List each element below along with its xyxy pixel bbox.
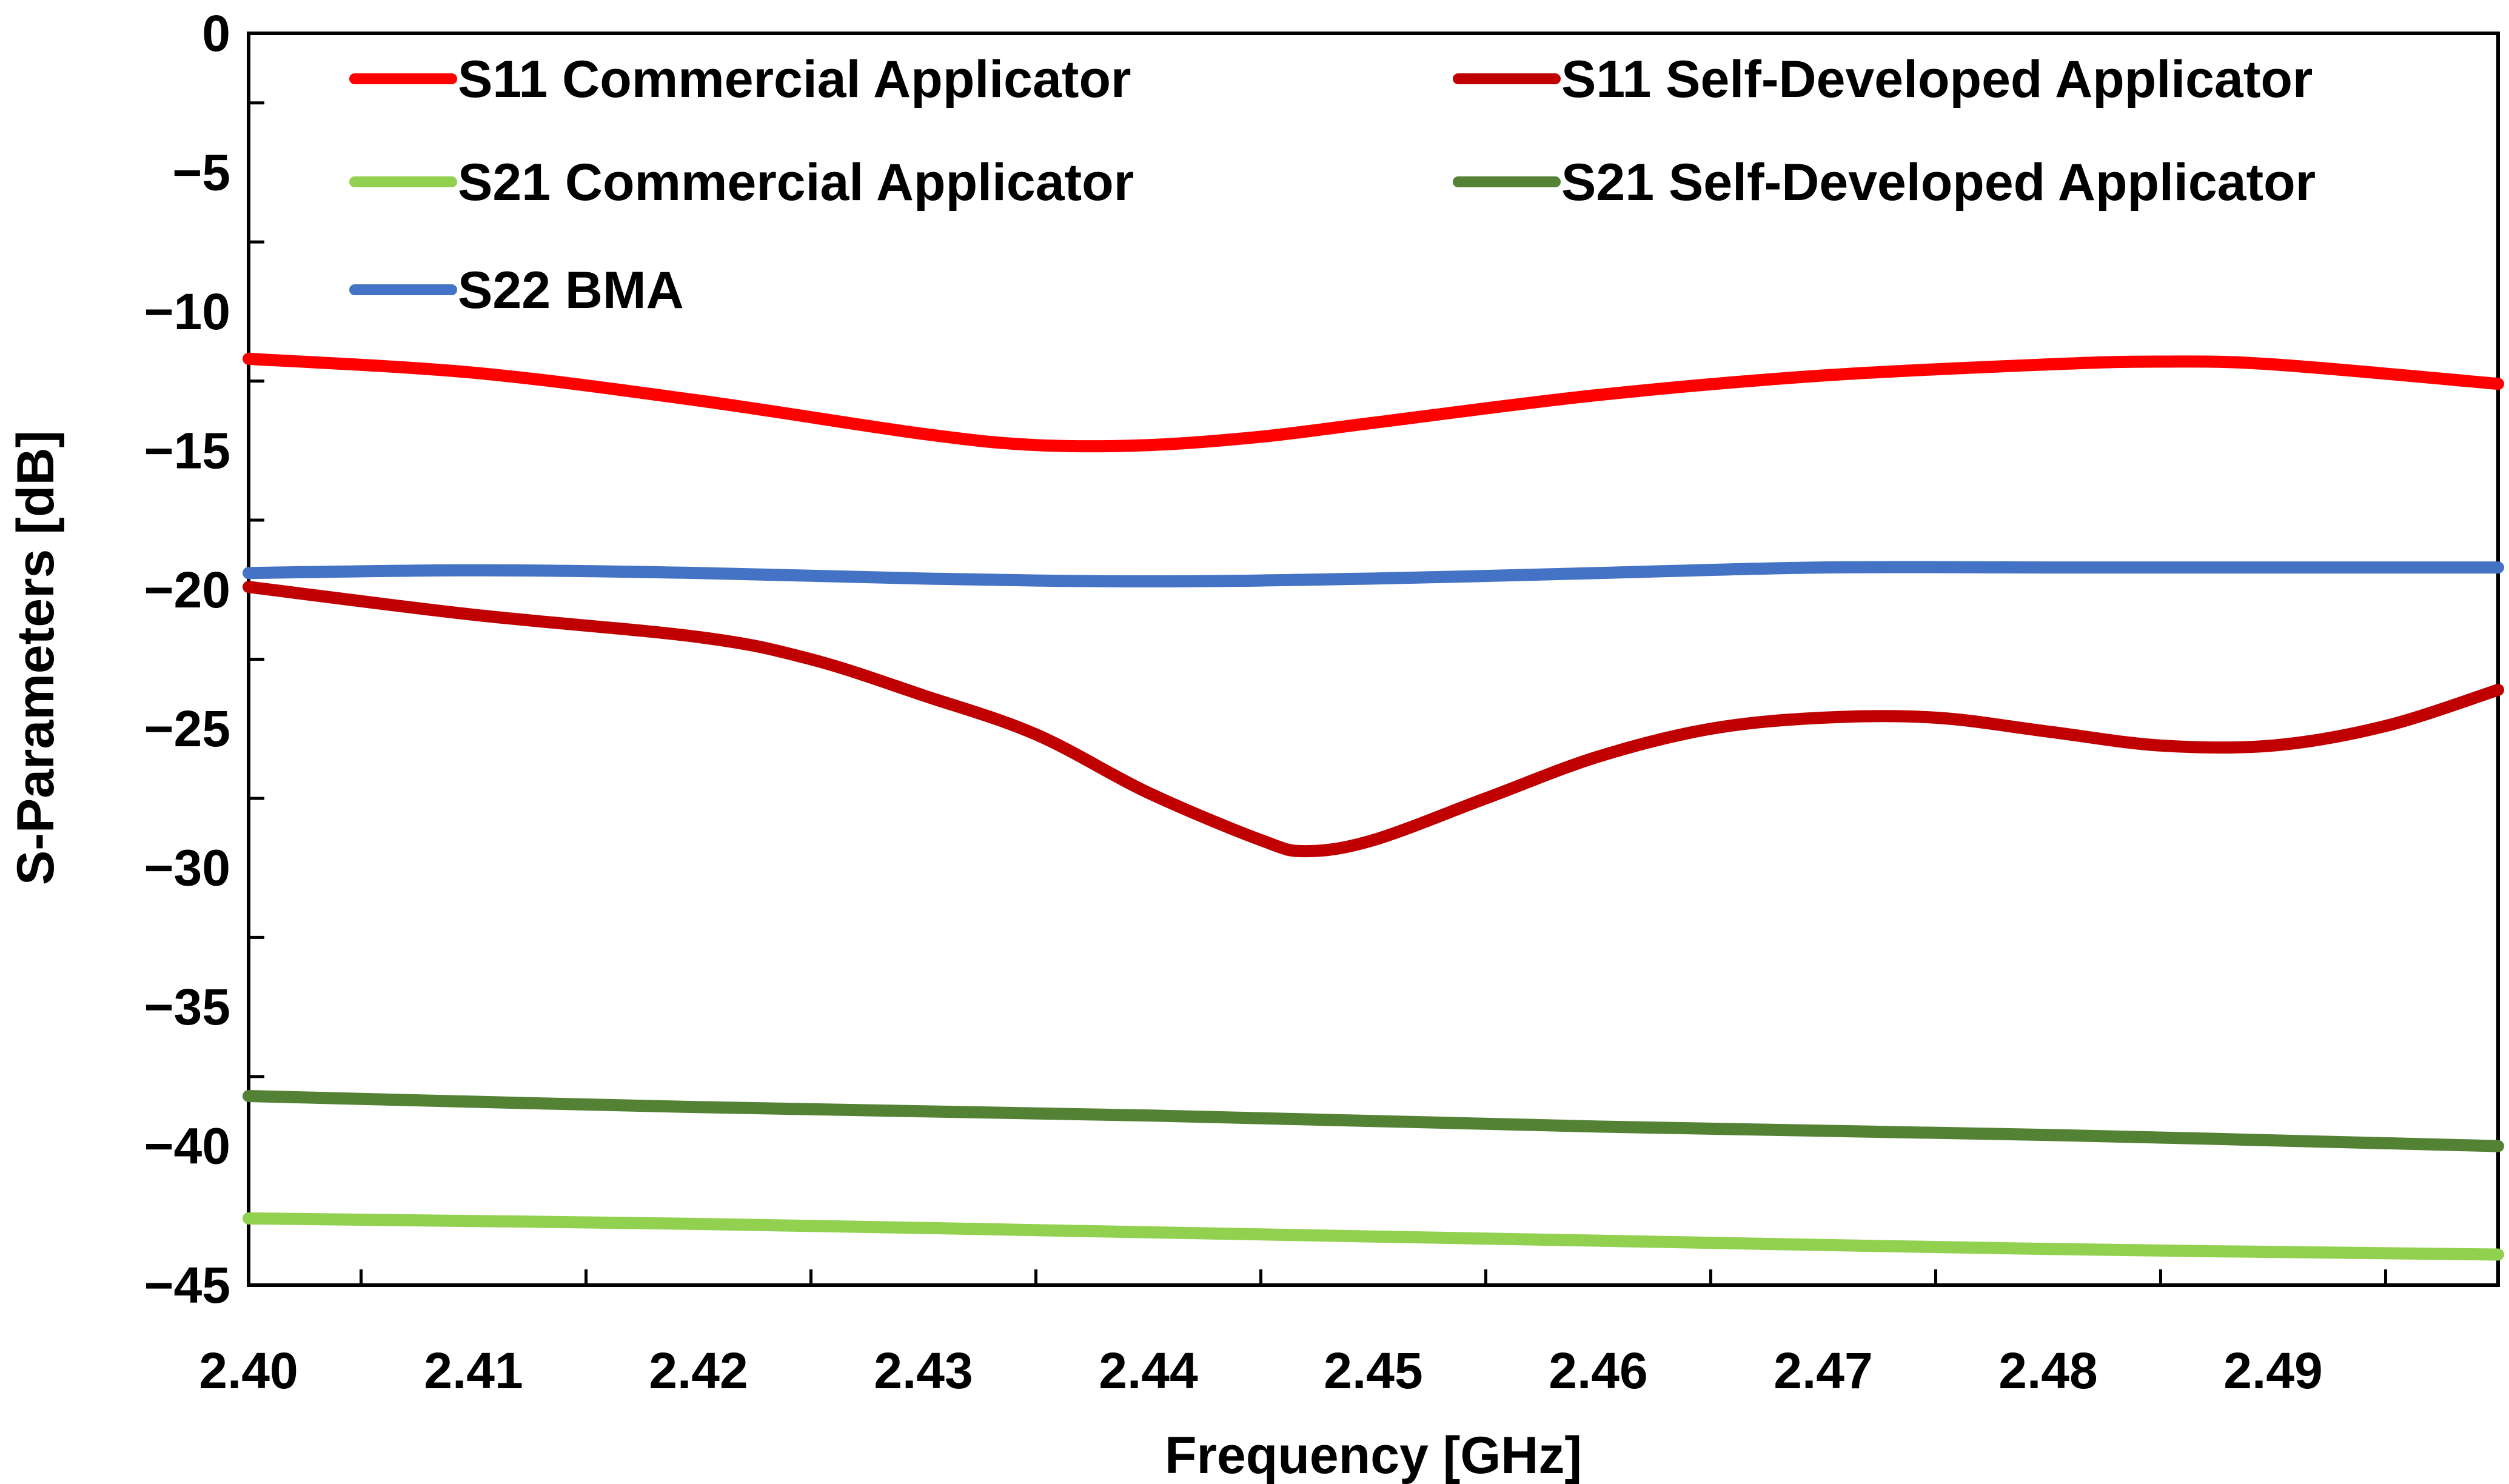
x-tick-label: 2.41 [424,1342,523,1399]
y-tick-label: −20 [144,561,231,618]
x-tick-label: 2.46 [1549,1342,1648,1399]
x-tick-label: 2.49 [2223,1342,2323,1399]
series-line-s11-self-developed-applicator [243,581,2504,858]
plot-area-frame [247,32,2500,1287]
y-tick-label: −40 [144,1118,231,1175]
series-line-s21-self-developed-applicator [243,1090,2504,1152]
series-line-s21-commercial-applicator [243,1212,2504,1261]
legend-label-s11-self-developed-applicator: S11 Self-Developed Applicator [1561,50,2313,109]
minor-ticks [249,101,2387,1285]
y-tick-label: −35 [144,978,231,1035]
y-axis-title: S-Parameters [dB] [7,430,65,885]
legend-label-s22-bma: S22 BMA [458,261,684,319]
y-tick-label: −10 [144,283,231,340]
series-lines [243,352,2504,1261]
series-line-s22-bma [243,561,2504,587]
y-tick-label: −5 [172,144,230,201]
x-tick-label: 2.44 [1099,1342,1198,1399]
x-axis-title: Frequency [GHz] [1165,1426,1582,1484]
y-tick-label: 0 [202,5,230,62]
x-tick-label: 2.48 [1998,1342,2098,1399]
y-tick-label: −15 [144,422,231,479]
y-tick-label: −25 [144,700,231,757]
x-tick-labels: 2.40 2.41 2.42 2.43 2.44 2.45 2.46 2.47 2.48 2.49 [199,1342,2323,1399]
legend-label-s21-self-developed-applicator: S21 Self-Developed Applicator [1561,153,2316,212]
y-tick-label: −45 [144,1257,231,1314]
x-tick-label: 2.47 [1774,1342,1873,1399]
y-tick-labels: 0 −5 −10 −15 −20 −25 −30 −35 −40 −45 [144,5,231,1314]
x-tick-label: 2.43 [874,1342,973,1399]
series-line-s11-commercial-applicator [243,352,2504,453]
x-tick-label: 2.40 [199,1342,298,1399]
y-tick-label: −30 [144,840,231,897]
legend-label-s11-commercial-applicator: S11 Commercial Applicator [458,50,1131,109]
legend-label-s21-commercial-applicator: S21 Commercial Applicator [458,153,1134,212]
legend: S11 Commercial Applicator S11 Self-Develo… [349,50,2316,319]
x-tick-label: 2.42 [649,1342,748,1399]
x-tick-label: 2.45 [1324,1342,1423,1399]
